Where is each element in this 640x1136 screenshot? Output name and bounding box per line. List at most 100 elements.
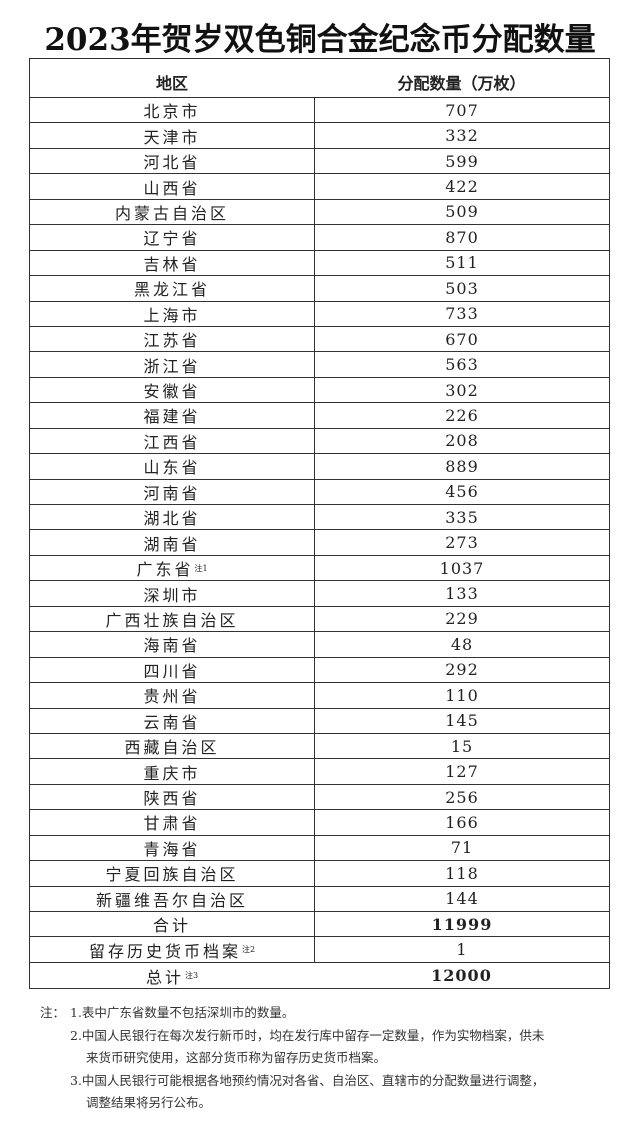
region-name: 上海市	[143, 305, 201, 325]
region-name: 安徽省	[143, 382, 201, 402]
table-row: 总计 注3 12000	[30, 963, 609, 988]
region-name: 青海省	[143, 839, 201, 859]
region-cell: 安徽省	[30, 377, 315, 403]
region-cell: 吉林省	[30, 250, 315, 276]
table-row: 青海省 71	[30, 835, 609, 862]
table-row: 湖北省 335	[30, 505, 609, 531]
allocation-table: 地区 分配数量（万枚） 北京市 707 天津市 332 河北省 599 山西省 422 内蒙古自…	[29, 58, 610, 990]
table-row: 山西省 422	[30, 174, 609, 200]
note-text: 来货币研究使用，这部分货币称为留存历史货币档案。	[86, 1050, 387, 1065]
region-name: 重庆市	[143, 763, 201, 783]
region-cell: 西藏自治区	[30, 733, 315, 759]
header-quantity: 分配数量（万枚）	[397, 74, 526, 93]
region-cell: 黑龙江省	[30, 276, 315, 301]
table-row: 新疆维吾尔自治区 144	[30, 886, 609, 912]
region-cell: 新疆维吾尔自治区	[30, 886, 315, 911]
quantity-cell: 1	[456, 940, 468, 960]
region-name: 浙江省	[143, 356, 201, 376]
quantity-cell: 110	[445, 685, 479, 705]
table-row: 黑龙江省 503	[30, 276, 609, 302]
region-cell: 四川省	[30, 657, 315, 683]
region-cell: 辽宁省	[30, 225, 315, 250]
quantity-cell: 563	[445, 355, 479, 375]
region-cell: 湖南省	[30, 530, 315, 555]
quantity-cell: 15	[450, 736, 474, 756]
quantity-cell: 503	[445, 278, 479, 298]
quantity-cell: 707	[445, 100, 479, 120]
quantity-cell: 229	[445, 609, 479, 629]
note-line: 注： 1.表中广东省数量不包括深圳市的数量。	[40, 1002, 620, 1025]
region-cell: 重庆市	[30, 759, 315, 784]
region-name: 江苏省	[143, 331, 201, 351]
region-cell: 总计 注3	[30, 963, 314, 988]
notes: 注： 1.表中广东省数量不包括深圳市的数量。 2.中国人民银行在每次发行新币时，均在…	[40, 1002, 620, 1115]
region-cell: 内蒙古自治区	[30, 199, 315, 225]
region-name: 广东省	[136, 560, 194, 580]
quantity-cell: 144	[445, 889, 479, 909]
table-row: 内蒙古自治区 509	[30, 199, 609, 226]
region-name: 辽宁省	[143, 229, 201, 249]
quantity-cell: 127	[445, 762, 479, 782]
quantity-cell: 166	[445, 812, 479, 832]
region-name: 云南省	[143, 712, 201, 732]
table-row: 海南省 48	[30, 632, 609, 658]
region-name: 湖北省	[143, 509, 201, 529]
quantity-cell: 335	[445, 507, 479, 527]
region-cell: 合计	[30, 912, 315, 937]
table-row: 吉林省 511	[30, 250, 609, 277]
region-name: 河南省	[143, 483, 201, 503]
quantity-cell: 256	[445, 787, 479, 807]
region-cell: 贵州省	[30, 683, 315, 708]
quantity-cell: 71	[450, 838, 474, 858]
footnote-ref: 注3	[184, 971, 199, 981]
table-row: 北京市 707	[30, 98, 609, 124]
region-cell: 广东省 注1	[30, 555, 315, 581]
quantity-cell: 599	[445, 151, 479, 171]
region-cell: 河南省	[30, 479, 315, 504]
region-name: 甘肃省	[143, 814, 201, 834]
table-row: 安徽省 302	[30, 377, 609, 404]
quantity-cell: 422	[445, 177, 479, 197]
table-row: 上海市 733	[30, 301, 609, 327]
quantity-cell: 118	[445, 863, 479, 883]
region-name: 河北省	[143, 153, 201, 173]
table-row: 陕西省 256	[30, 784, 609, 811]
region-cell: 山西省	[30, 174, 315, 199]
quantity-cell: 292	[445, 660, 479, 680]
table-header: 地区 分配数量（万枚）	[30, 59, 609, 98]
region-name: 天津市	[143, 127, 201, 147]
table-row: 四川省 292	[30, 657, 609, 684]
region-cell: 湖北省	[30, 505, 315, 530]
table-row: 江西省 208	[30, 428, 609, 455]
note-label	[40, 1025, 70, 1048]
table-row: 留存历史货币档案 注2 1	[30, 937, 609, 963]
region-cell: 山东省	[30, 454, 315, 479]
table-row: 天津市 332	[30, 123, 609, 149]
region-cell: 青海省	[30, 835, 315, 861]
table-row: 山东省 889	[30, 454, 609, 480]
quantity-cell: 670	[445, 329, 479, 349]
region-cell: 江西省	[30, 428, 315, 454]
note-text: 3.中国人民银行可能根据各地预约情况对各省、自治区、直辖市的分配数量进行调整，	[70, 1072, 545, 1088]
footnote-ref: 注1	[194, 563, 208, 573]
region-name: 山东省	[143, 458, 201, 478]
quantity-cell: 133	[445, 584, 479, 604]
region-cell: 深圳市	[30, 581, 315, 606]
region-cell: 宁夏回族自治区	[30, 861, 315, 886]
note-line: 调整结果将另行公布。	[40, 1092, 620, 1115]
region-cell: 上海市	[30, 301, 315, 326]
table-row: 云南省 145	[30, 708, 609, 734]
quantity-cell: 273	[445, 533, 479, 553]
region-name: 北京市	[143, 102, 201, 122]
quantity-cell: 226	[445, 405, 479, 425]
region-cell: 甘肃省	[30, 810, 315, 835]
region-cell: 留存历史货币档案 注2	[30, 937, 315, 962]
region-name: 陕西省	[143, 789, 201, 809]
region-name: 吉林省	[143, 254, 201, 274]
region-name: 西藏自治区	[124, 738, 220, 758]
table-row: 广东省 注1 1037	[30, 555, 609, 582]
note-text: 2.中国人民银行在每次发行新币时，均在发行库中留存一定数量，作为实物档案，供未	[70, 1027, 545, 1043]
region-name: 宁夏回族自治区	[105, 865, 239, 885]
note-label	[40, 1070, 70, 1093]
quantity-cell: 456	[445, 482, 479, 502]
